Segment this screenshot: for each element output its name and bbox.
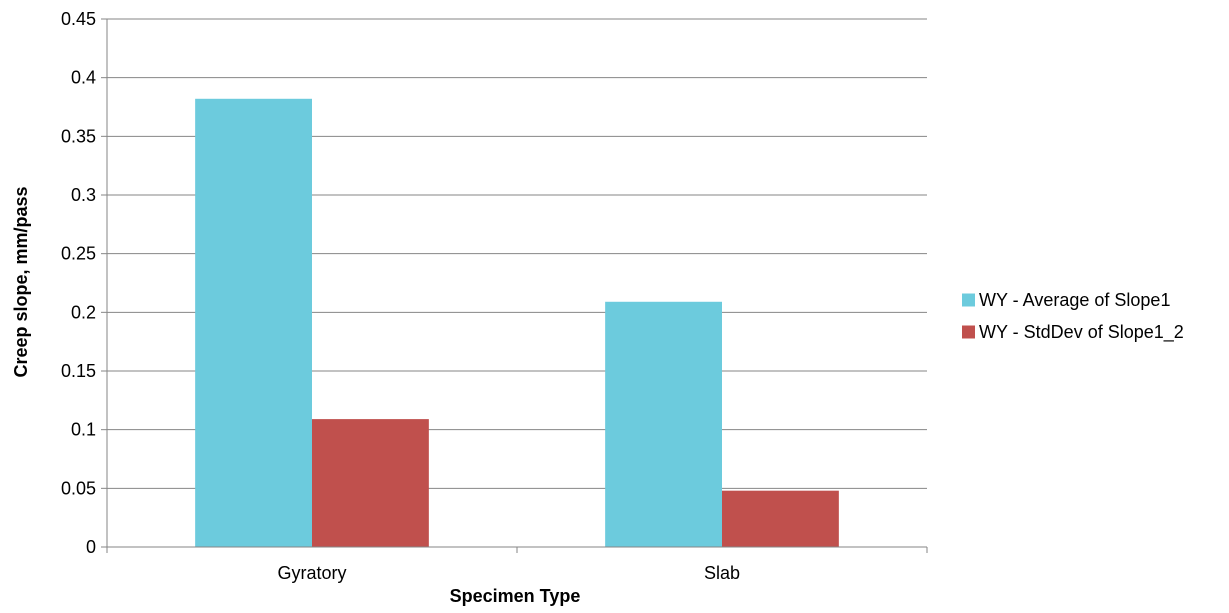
legend-swatch	[962, 293, 975, 307]
legend: WY - Average of Slope1 WY - StdDev of Slo…	[962, 290, 1184, 343]
y-tick-label: 0.15	[61, 361, 96, 381]
y-tick-label: 0.3	[71, 185, 96, 205]
bar-average-gyratory	[195, 98, 312, 547]
y-tick-label: 0.2	[71, 302, 96, 322]
y-tick-label: 0	[86, 537, 96, 557]
legend-label: WY - StdDev of Slope1_2	[979, 322, 1184, 343]
axes	[101, 18, 928, 553]
x-tick-labels: Gyratory Slab	[277, 563, 740, 583]
legend-swatch	[962, 325, 975, 339]
x-tick-label: Slab	[704, 563, 740, 583]
y-tick-labels: 0 0.05 0.1 0.15 0.2 0.25 0.3 0.35 0.4 0.45	[61, 9, 96, 557]
y-tick-label: 0.4	[71, 68, 96, 88]
bar-stddev-slab	[722, 490, 839, 547]
y-tick-label: 0.35	[61, 126, 96, 146]
y-tick-label: 0.25	[61, 244, 96, 264]
x-axis-title: Specimen Type	[450, 586, 581, 606]
bars	[195, 98, 839, 547]
y-axis-title: Creep slope, mm/pass	[11, 186, 31, 377]
y-tick-label: 0.45	[61, 9, 96, 29]
y-tick-label: 0.05	[61, 478, 96, 498]
x-tick-label: Gyratory	[277, 563, 346, 583]
bar-average-slab	[605, 301, 722, 547]
bar-stddev-gyratory	[312, 419, 429, 547]
legend-label: WY - Average of Slope1	[979, 290, 1170, 310]
y-tick-label: 0.1	[71, 420, 96, 440]
